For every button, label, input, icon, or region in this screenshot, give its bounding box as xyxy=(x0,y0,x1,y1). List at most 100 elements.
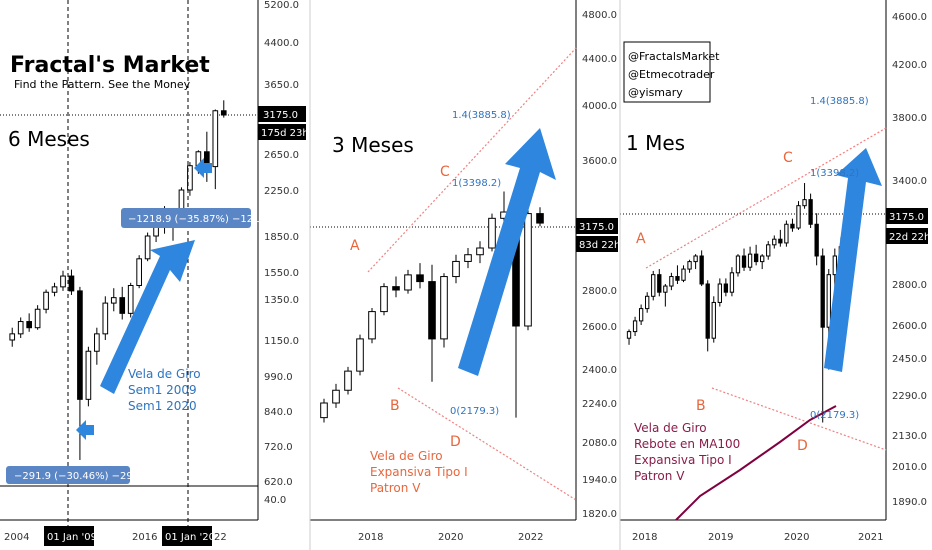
p1-xtick-22: 22 xyxy=(214,532,227,543)
handle-3: @yismary xyxy=(628,86,683,99)
p1-left-arrow-top xyxy=(194,158,212,178)
handles-box: @FractalsMarket @Etmecotrader @yismary xyxy=(623,41,720,103)
p2-fib-low: 0(2179.3) xyxy=(450,406,499,417)
panel3-candle xyxy=(638,308,644,322)
p3-wave-b: B xyxy=(696,398,706,414)
panel1-candle xyxy=(212,110,219,168)
p3-wave-c: C xyxy=(783,150,793,166)
p1-countdown-label: 175d 23h xyxy=(261,128,309,139)
panel1-ytick: 1550.0 xyxy=(264,268,299,279)
panel1-candle xyxy=(68,275,75,292)
p2-xtick-2018: 2018 xyxy=(358,532,383,543)
panel3-candle xyxy=(741,255,747,268)
p3-note-1: Vela de Giro xyxy=(634,421,707,435)
p2-price-badge xyxy=(576,218,618,234)
panel1-candle xyxy=(60,275,66,288)
panel2-candle xyxy=(404,274,412,291)
panel2-ytick: 1820.0 xyxy=(582,509,617,520)
panel3-candle xyxy=(802,199,807,207)
panel1-ytick: 40.0 xyxy=(264,495,286,506)
handles-frame xyxy=(623,41,711,103)
panel3-ytick: 2600.0 xyxy=(892,321,927,332)
panel3-candle xyxy=(699,255,704,285)
panel1-title: 6 Meses xyxy=(8,127,90,151)
panel2-candle xyxy=(536,213,544,224)
p2-note-2: Expansiva Tipo I xyxy=(370,465,468,479)
p2-xtick-2020: 2020 xyxy=(438,532,463,543)
p1-note-1: Vela de Giro xyxy=(128,367,201,381)
panel3-candle xyxy=(735,255,741,274)
panel3-candle xyxy=(675,276,680,281)
panel1-candle xyxy=(102,302,109,335)
panel1-ytick: 3650.0 xyxy=(264,80,299,91)
panel3-candle xyxy=(820,255,825,328)
panel3-candle xyxy=(693,255,698,263)
p2-channel-lower xyxy=(397,387,577,501)
panel3-candle xyxy=(747,253,753,268)
p3-xtick-2019: 2019 xyxy=(708,532,733,543)
panel1-ytick: 5200.0 xyxy=(264,0,299,11)
panel2-candle xyxy=(416,274,424,283)
panel1-candle xyxy=(119,297,126,314)
panel1-candle xyxy=(43,291,49,310)
panel2-ytick: 4400.0 xyxy=(582,54,617,65)
p3-xtick-2020: 2020 xyxy=(784,532,809,543)
p1-badge-top xyxy=(121,208,251,228)
panel1-candle xyxy=(34,308,41,329)
panel2-ytick: 2800.0 xyxy=(582,286,617,297)
panel1-candle xyxy=(136,258,142,286)
panel-6-meses: 5200.0 4400.0 3650.0 3175.0 2650.0 2250.0 1850… xyxy=(0,0,299,526)
panel3-ytick: 1890.0 xyxy=(892,497,927,508)
panel2-candle xyxy=(476,247,484,256)
panel1-candle xyxy=(110,297,117,304)
panel3-ytick: 2800.0 xyxy=(892,280,927,291)
panel1-ytick: 2650.0 xyxy=(264,150,299,161)
panel1-candle xyxy=(9,333,16,341)
panel2-candle xyxy=(464,254,472,262)
p3-channel-lower xyxy=(711,387,887,451)
brand-title: Fractal's Market xyxy=(10,53,210,78)
p1-xtick-2020: 01 Jan '20 xyxy=(165,532,215,543)
panel3-candle xyxy=(760,255,765,263)
p1-xtick-2020-badge xyxy=(162,526,212,546)
panel2-candle xyxy=(440,276,448,340)
panel3-candle xyxy=(832,255,837,276)
p1-price-label: 3175.0 xyxy=(263,110,298,121)
panel2-candle xyxy=(332,389,340,404)
panel1-candle xyxy=(85,350,92,400)
panel3-candle xyxy=(626,331,632,339)
panel3-candle xyxy=(717,283,722,303)
p1-xtick-2016: 2016 xyxy=(132,532,157,543)
panel1-ytick: 4400.0 xyxy=(264,38,299,49)
p1-badge-bottom-text: −291.9 (−30.46%) −2919 xyxy=(14,471,146,482)
p2-note-3: Patron V xyxy=(370,481,421,495)
panel2-ytick: 2600.0 xyxy=(582,322,617,333)
panel3-candle xyxy=(796,205,801,229)
p2-xtick-2022: 2022 xyxy=(518,532,543,543)
panel3-candle xyxy=(778,238,783,244)
panel3-ytick: 2290.0 xyxy=(892,391,927,402)
panel1-ytick: 1850.0 xyxy=(264,232,299,243)
panel2-candle xyxy=(428,281,436,340)
panel3-candle xyxy=(669,276,674,287)
panel3-ytick: 4200.0 xyxy=(892,60,927,71)
p1-note-2: Sem1 2009 xyxy=(128,383,197,397)
p1-note-3: Sem1 2020 xyxy=(128,399,197,413)
panel2-ytick: 2240.0 xyxy=(582,399,617,410)
p3-xtick-2021: 2021 xyxy=(858,532,883,543)
p3-xtick-2018: 2018 xyxy=(632,532,657,543)
p2-up-arrow xyxy=(458,128,556,376)
panel1-candle xyxy=(26,321,32,329)
p3-note-3: Expansiva Tipo I xyxy=(634,453,732,467)
panel3-candle xyxy=(657,274,662,293)
panel3-ytick: 2010.0 xyxy=(892,462,927,473)
panel1-candle xyxy=(51,286,58,293)
panel3-candle xyxy=(711,301,716,339)
p3-note-4: Patron V xyxy=(634,469,685,483)
panel2-ytick: 4800.0 xyxy=(582,10,617,21)
panel2-ytick: 2080.0 xyxy=(582,438,617,449)
panel2-candle xyxy=(380,286,388,313)
panel2-candle xyxy=(488,217,496,249)
p3-fib-top: 1.4(3885.8) xyxy=(810,96,869,107)
